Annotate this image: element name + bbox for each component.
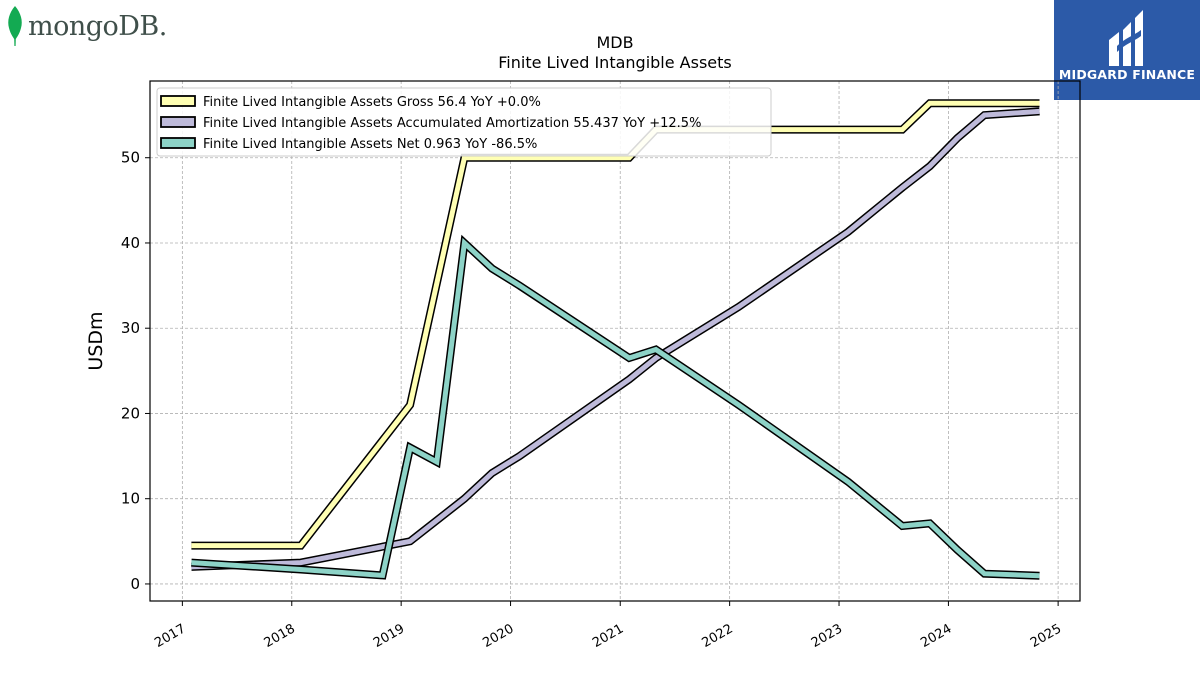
chart-title: MDB	[596, 33, 633, 52]
x-tick-label: 2025	[1028, 621, 1064, 651]
y-axis-label: USDm	[85, 311, 107, 370]
series-line	[191, 237, 1040, 579]
y-tick-label: 30	[121, 319, 140, 337]
y-tick-label: 40	[121, 234, 140, 252]
x-tick-label: 2019	[371, 621, 407, 651]
series-line	[191, 100, 1040, 549]
midgard-finance-badge: MIDGARD FINANCE	[1054, 0, 1200, 100]
x-tick-label: 2018	[262, 621, 298, 651]
y-axis: 0 10 20 30 40 50	[121, 149, 150, 593]
legend-item: Finite Lived Intangible Assets Net 0.963…	[160, 137, 537, 152]
leaf-icon	[8, 6, 22, 46]
y-tick-label: 20	[121, 404, 140, 422]
legend-item: Finite Lived Intangible Assets Gross 56.…	[160, 95, 541, 110]
brand-name: mongoDB.	[28, 10, 167, 42]
y-tick-label: 10	[121, 490, 140, 508]
plot-frame	[149, 80, 1081, 602]
legend-label: Finite Lived Intangible Assets Gross 56.…	[203, 95, 541, 110]
badge-name: MIDGARD FINANCE	[1058, 67, 1196, 82]
series-0	[191, 99, 1040, 550]
midgard-logo-icon	[1109, 10, 1143, 66]
series-2	[191, 234, 1040, 580]
legend-swatch	[160, 95, 196, 107]
x-tick-label: 2022	[699, 621, 735, 651]
x-tick-label: 2021	[590, 621, 626, 651]
y-tick-label: 50	[121, 149, 140, 167]
legend-swatch	[160, 137, 196, 149]
series-lines	[191, 99, 1040, 580]
mongodb-logo: mongoDB.	[6, 6, 167, 46]
series-1	[191, 107, 1040, 571]
y-tick-label: 0	[130, 575, 140, 593]
legend-item: Finite Lived Intangible Assets Accumulat…	[160, 116, 701, 131]
x-tick-label: 2023	[809, 621, 845, 651]
legend-label: Finite Lived Intangible Assets Accumulat…	[203, 116, 701, 131]
x-tick-label: 2017	[152, 621, 188, 651]
legend: Finite Lived Intangible Assets Gross 56.…	[156, 87, 772, 157]
legend-box	[156, 87, 772, 157]
chart-subtitle: Finite Lived Intangible Assets	[498, 53, 731, 72]
legend-label: Finite Lived Intangible Assets Net 0.963…	[203, 137, 537, 152]
series-line-outline	[191, 99, 1040, 550]
series-line	[191, 108, 1040, 570]
x-tick-label: 2024	[918, 621, 954, 651]
x-tick-label: 2020	[480, 621, 516, 651]
legend-swatch	[160, 116, 196, 128]
x-axis: 2017 2018 2019 2020 2021 2022 2023 2024 2025	[152, 601, 1064, 651]
